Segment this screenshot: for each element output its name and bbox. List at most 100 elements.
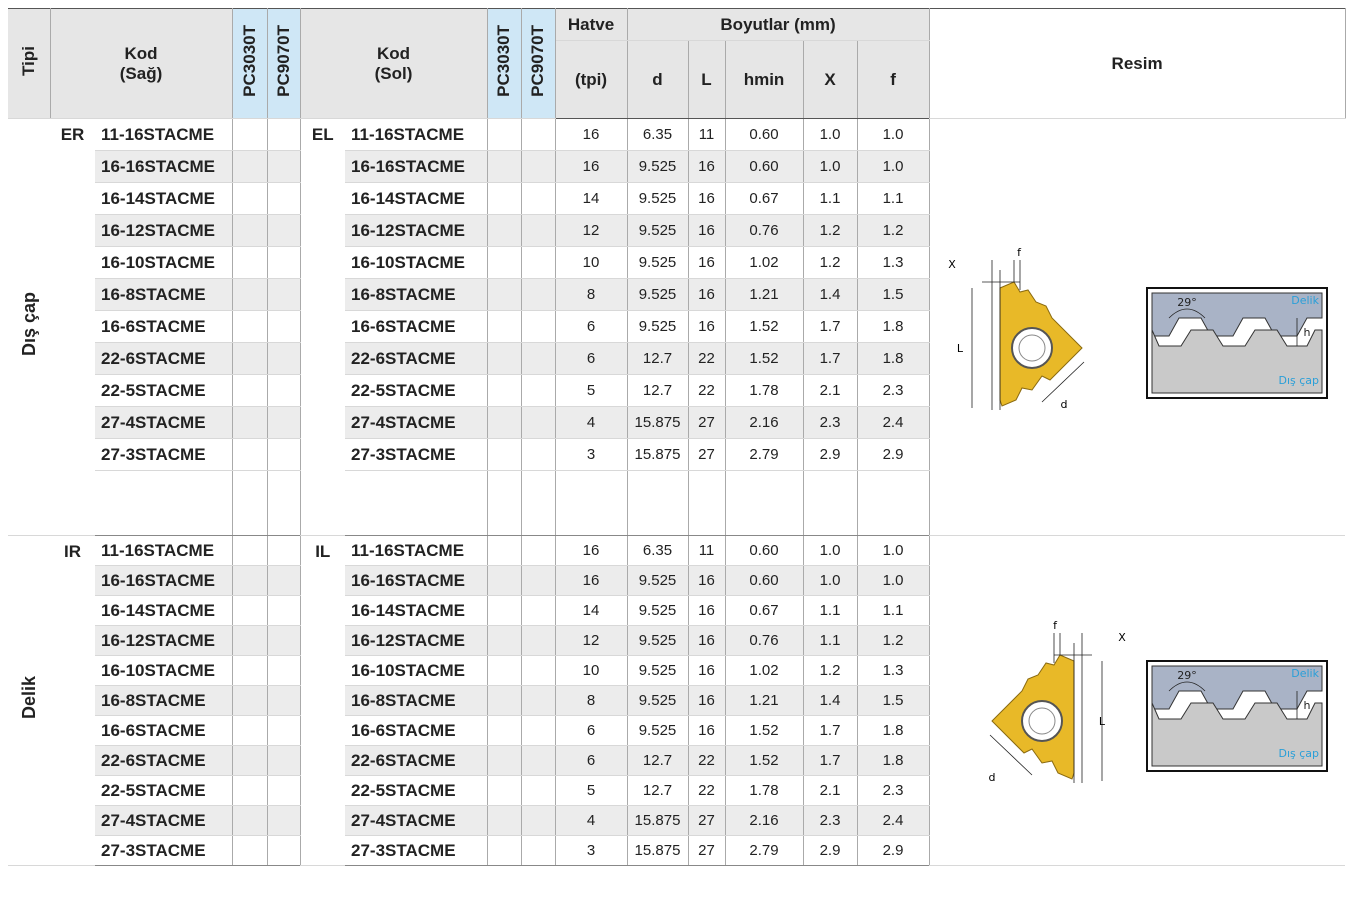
code-left: 16-14STACME	[345, 595, 488, 626]
value-cell: 0.60	[725, 565, 804, 596]
code-right: 27-3STACME	[95, 835, 233, 866]
grade-cell	[232, 685, 268, 716]
value-cell: 27	[688, 438, 726, 471]
grade-header: PC3030T	[232, 8, 268, 119]
grade-cell	[521, 246, 556, 279]
type-label: Delik	[18, 676, 39, 720]
code-right: 27-4STACME	[95, 805, 233, 836]
code-left: 27-4STACME	[345, 406, 488, 439]
profile-outer	[1151, 702, 1323, 767]
grade-cell	[267, 374, 301, 407]
value-cell: 1.0	[803, 150, 858, 183]
code-right: 16-6STACME	[95, 715, 233, 746]
value-cell: 16	[688, 182, 726, 215]
empty-cell	[688, 470, 726, 536]
code-right: 16-16STACME	[95, 565, 233, 596]
value-cell: 8	[555, 278, 628, 311]
right-prefix: ER	[50, 118, 95, 536]
grade-cell	[487, 278, 522, 311]
figure-label: d	[1061, 398, 1068, 411]
table-row: 16-10STACME 16-10STACME 10 9.525 16 1.02 1.2 1.…	[8, 246, 1345, 279]
value-cell: 1.0	[803, 565, 858, 596]
dimensions-header: Boyutlar (mm)	[627, 8, 930, 41]
grade-cell	[487, 342, 522, 375]
value-cell: 0.76	[725, 214, 804, 247]
grade-cell	[487, 182, 522, 215]
grade-cell	[487, 438, 522, 471]
grade-cell	[267, 565, 301, 596]
profile-outer	[1151, 329, 1323, 393]
table-header: Tipi Kod (Sağ) PC3030T PC9070T Kod (Sol) P…	[8, 8, 1346, 119]
value-cell: 9.525	[627, 310, 689, 343]
profile-hole	[1151, 665, 1323, 710]
empty-cell	[487, 470, 522, 536]
value-cell: 1.0	[857, 535, 930, 566]
code-left: 16-16STACME	[345, 150, 488, 183]
angle-arc	[1169, 308, 1206, 318]
grade-cell	[232, 595, 268, 626]
value-cell: 2.9	[857, 835, 930, 866]
code-right: 16-12STACME	[95, 625, 233, 656]
empty-cell	[232, 470, 268, 536]
value-cell: 12.7	[627, 342, 689, 375]
grade-cell	[521, 278, 556, 311]
value-cell: 10	[555, 246, 628, 279]
value-cell: 1.7	[803, 715, 858, 746]
header-text: PC3030T	[239, 25, 259, 97]
value-cell: 1.4	[803, 685, 858, 716]
value-cell: 1.2	[803, 246, 858, 279]
value-cell: 16	[688, 625, 726, 656]
pitch-unit-header: (tpi)	[555, 40, 628, 119]
grade-cell	[521, 182, 556, 215]
value-cell: 1.7	[803, 310, 858, 343]
insert-hole	[1018, 334, 1046, 361]
grade-cell	[487, 406, 522, 439]
grade-cell	[487, 150, 522, 183]
code-right: 11-16STACME	[95, 118, 233, 151]
table-row: 27-4STACME 27-4STACME 4 15.875 27 2.16 2.3 2.4	[8, 805, 1345, 836]
value-cell: 0.60	[725, 118, 804, 151]
code-left: 16-6STACME	[345, 310, 488, 343]
value-cell: 15.875	[627, 406, 689, 439]
value-cell: 1.0	[857, 150, 930, 183]
figure-label: h	[1304, 326, 1311, 339]
grade-cell	[267, 535, 301, 566]
value-cell: 1.1	[803, 182, 858, 215]
grade-cell	[267, 278, 301, 311]
value-cell: 2.79	[725, 835, 804, 866]
dimension-header: hmin	[725, 40, 804, 119]
type-cell: Dış çap	[8, 118, 50, 536]
grade-cell	[487, 565, 522, 596]
value-cell: 9.525	[627, 182, 689, 215]
dimension-header: d	[627, 40, 689, 119]
grade-header: PC9070T	[521, 8, 556, 119]
value-cell: 9.525	[627, 278, 689, 311]
grade-cell	[267, 775, 301, 806]
table-row: 16-10STACME 16-10STACME 10 9.525 16 1.02 1.2 1.…	[8, 655, 1345, 686]
grade-cell	[232, 310, 268, 343]
value-cell: 16	[688, 278, 726, 311]
value-cell: 1.0	[857, 565, 930, 596]
value-cell: 6.35	[627, 118, 689, 151]
value-cell: 2.16	[725, 805, 804, 836]
grade-cell	[267, 595, 301, 626]
header-text: (Sağ)	[119, 63, 163, 83]
value-cell: 14	[555, 595, 628, 626]
value-cell: 2.9	[803, 438, 858, 471]
value-cell: 1.78	[725, 374, 804, 407]
grade-cell	[267, 342, 301, 375]
value-cell: 16	[688, 565, 726, 596]
code-right: 22-5STACME	[95, 374, 233, 407]
type-header: Tipi	[8, 8, 51, 119]
value-cell: 6	[555, 342, 628, 375]
value-cell: 15.875	[627, 438, 689, 471]
grade-cell	[521, 655, 556, 686]
code-left: 22-5STACME	[345, 374, 488, 407]
empty-cell	[627, 470, 689, 536]
right-prefix: IR	[50, 535, 95, 866]
grade-cell	[232, 182, 268, 215]
grade-cell	[521, 775, 556, 806]
code-left: 16-14STACME	[345, 182, 488, 215]
value-cell: 0.67	[725, 595, 804, 626]
